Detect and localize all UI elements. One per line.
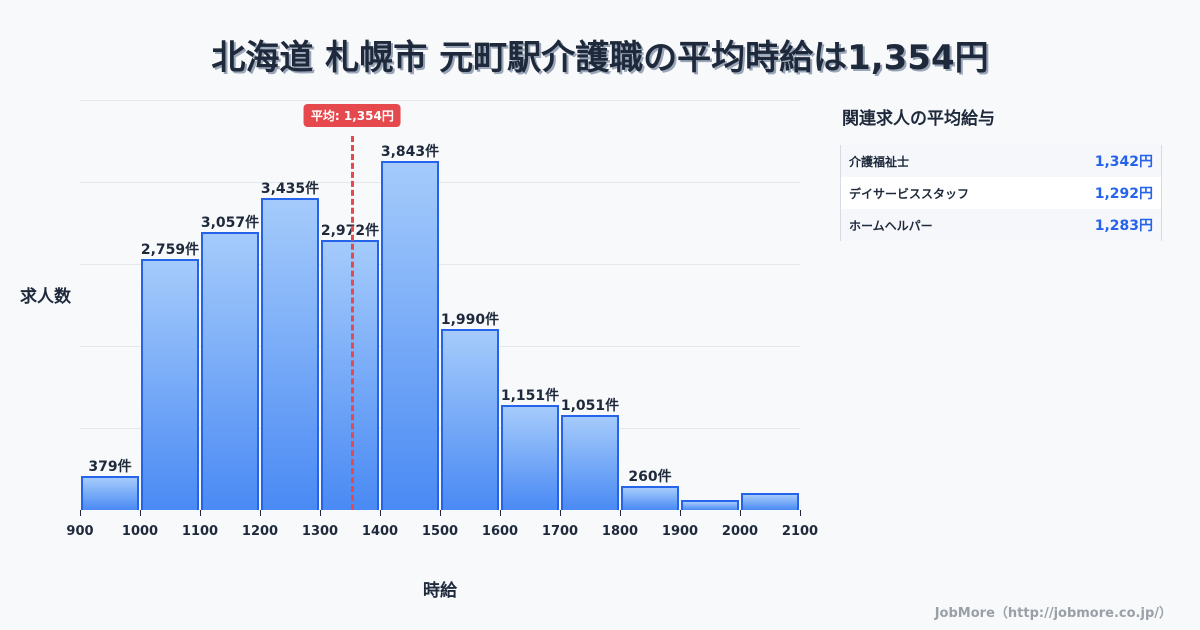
y-axis-label: 求人数 — [20, 287, 71, 307]
x-tick — [260, 510, 261, 516]
histogram-plot: 379件 2,759件 3,057件 3,435件 2,972件 3,843件 1,990件… — [80, 100, 801, 516]
job-name: デイサービススタッフ — [849, 186, 970, 201]
histogram-bar — [501, 405, 559, 510]
x-tick-label: 2000 — [721, 524, 759, 539]
gridline — [80, 346, 800, 347]
gridline — [80, 264, 800, 265]
related-jobs-title: 関連求人の平均給与 — [842, 109, 995, 129]
bar-value-label: 379件 — [88, 458, 132, 475]
x-tick-label: 900 — [66, 524, 94, 539]
related-job-row: ホームヘルパー 1,283円 — [841, 209, 1161, 241]
gridline — [80, 182, 800, 183]
x-tick-label: 2100 — [781, 524, 819, 539]
bar-value-label: 2,972件 — [320, 223, 380, 240]
histogram-bar — [141, 259, 199, 510]
histogram-bar — [441, 329, 499, 510]
x-tick — [500, 510, 501, 516]
x-tick — [560, 510, 561, 516]
chart-title: 北海道 札幌市 元町駅介護職の平均時給は1,354円 — [211, 38, 989, 78]
x-tick-label: 1800 — [601, 524, 639, 539]
job-name: ホームヘルパー — [849, 218, 933, 233]
x-tick-label: 1900 — [661, 524, 699, 539]
x-tick-label: 1500 — [421, 524, 459, 539]
gridline — [80, 428, 800, 429]
x-tick-label: 1100 — [181, 524, 219, 539]
histogram-bar — [81, 475, 139, 510]
x-tick — [80, 510, 81, 516]
histogram-bar — [261, 198, 319, 510]
x-tick-label: 1200 — [241, 524, 279, 539]
bar-value-label: 3,843件 — [380, 144, 440, 161]
x-tick — [680, 510, 681, 516]
histogram-bar — [201, 232, 259, 510]
job-name: 介護福祉士 — [849, 154, 910, 169]
histogram-bar — [621, 486, 679, 510]
job-wage: 1,292円 — [1094, 186, 1153, 202]
related-job-row: デイサービススタッフ 1,292円 — [841, 177, 1161, 209]
bar-value-label: 1,051件 — [560, 397, 620, 414]
average-line — [351, 136, 355, 510]
x-tick-label: 1000 — [121, 524, 159, 539]
bar-value-label: 2,759件 — [140, 242, 200, 259]
x-tick — [620, 510, 621, 516]
histogram-bar — [741, 493, 799, 510]
bar-value-label: 3,435件 — [260, 181, 320, 198]
x-tick — [740, 510, 741, 516]
histogram-bar — [681, 500, 739, 510]
bar-value-label: 1,990件 — [440, 312, 500, 329]
x-tick — [200, 510, 201, 516]
x-tick — [140, 510, 141, 516]
average-badge: 平均: 1,354円 — [303, 104, 401, 127]
bar-value-label: 3,057件 — [200, 215, 260, 232]
related-jobs-table: 介護福祉士 1,342円 デイサービススタッフ 1,292円 ホームヘルパー 1… — [840, 145, 1162, 241]
x-tick-label: 1400 — [361, 524, 399, 539]
gridline — [80, 100, 800, 101]
footer-credit: JobMore（http://jobmore.co.jp/） — [934, 606, 1172, 621]
x-axis-label: 時給 — [423, 581, 457, 601]
x-tick — [320, 510, 321, 516]
x-tick — [800, 510, 801, 516]
x-tick-label: 1300 — [301, 524, 339, 539]
histogram-bar — [321, 240, 379, 510]
related-job-row: 介護福祉士 1,342円 — [841, 145, 1161, 177]
x-tick-label: 1600 — [481, 524, 519, 539]
x-tick-label: 1700 — [541, 524, 579, 539]
bar-value-label: 1,151件 — [500, 388, 560, 405]
job-wage: 1,283円 — [1094, 218, 1153, 234]
x-tick — [440, 510, 441, 516]
histogram-bar — [561, 414, 619, 510]
job-wage: 1,342円 — [1094, 154, 1153, 170]
bar-value-label: 260件 — [628, 469, 672, 486]
x-tick — [380, 510, 381, 516]
histogram-bar — [381, 161, 439, 510]
